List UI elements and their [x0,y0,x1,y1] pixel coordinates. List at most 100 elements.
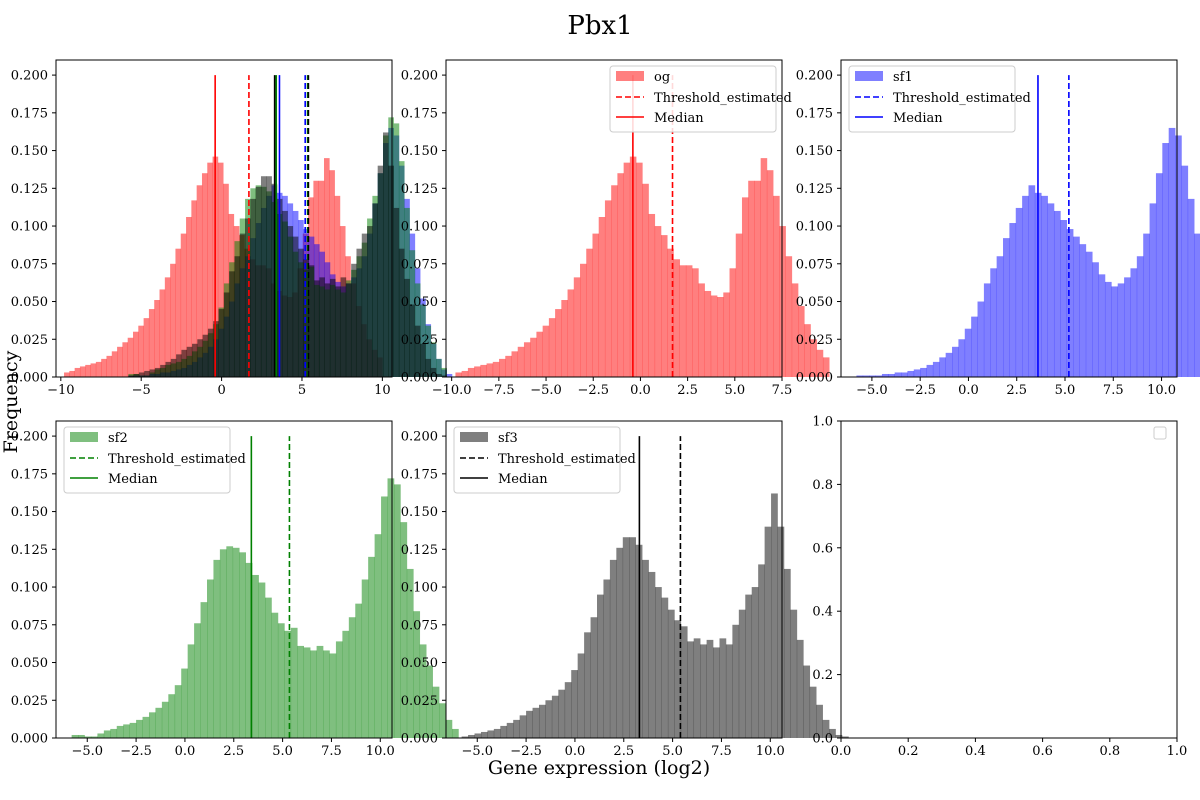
legend: sf2 Threshold_estimated Median [63,426,246,494]
y-tick-label: 0.050 [401,656,438,671]
y-tick-label: 1.0 [812,415,833,430]
bar-sf2 [168,694,176,738]
panel-top-left: −10 −5 0 5 10 0.000 0.025 0.050 0.075 0.100 0.125 0… [11,59,453,398]
bar-sf3 [732,624,740,738]
x-tick-label: 10.0 [1147,383,1176,398]
bar-og [64,372,70,377]
bar-sf3 [526,710,533,738]
x-tick-label: 5 [298,383,306,398]
bar-sf3 [282,210,288,377]
bar-og [741,197,749,377]
bar-sf1 [1066,229,1074,377]
bar-sf1 [1130,268,1138,377]
bar-sf1 [446,373,453,377]
bar-og [766,170,774,377]
bar-sf3 [597,594,604,738]
bar-sf2 [400,522,408,738]
bar-sf3 [138,372,145,377]
bar-og [122,342,129,377]
y-tick-label: 0.200 [11,430,48,445]
bar-sf3 [345,283,352,377]
bar-sf1 [1047,203,1055,377]
x-tick-label: 0.0 [565,744,586,759]
bar-og [542,325,550,377]
bar-sf1 [964,328,972,377]
y-tick-label: 0.200 [11,69,48,84]
y-tick-label: 0.200 [796,69,833,84]
legend-box [1153,426,1167,440]
x-axis-label: Gene expression (log2) [488,757,710,779]
bar-sf2 [200,602,208,738]
legend: sf1 Threshold_estimated Median [848,65,1031,133]
bar-sf3 [420,343,426,377]
bar-sf2 [310,650,317,738]
legend-threshold-label: Threshold_estimated [498,452,636,467]
bar-sf1 [881,373,889,377]
bar-og [143,318,150,377]
bar-sf3 [835,734,843,738]
x-tick-label: −10 [47,383,74,398]
bar-og [111,351,118,377]
bar-og [69,370,75,377]
bar-og [704,290,712,377]
bar-sf3 [777,526,785,738]
bar-og [523,342,531,377]
bar-sf1 [996,256,1004,377]
bar-og [648,213,656,377]
bar-sf3 [176,354,182,377]
bar-og [148,309,155,377]
bar-og [617,173,624,377]
bar-og [505,355,512,377]
bar-sf3 [351,263,357,377]
bar-sf3 [393,207,400,377]
bar-sf3 [361,233,368,377]
bar-og [785,256,793,377]
bar-sf2 [303,647,311,738]
bar-og [74,367,81,377]
x-tick-label: −5 [132,383,151,398]
y-tick-label: 0.025 [11,333,48,348]
bar-sf2 [84,736,92,738]
x-tick-label: 10 [374,383,391,398]
bar-sf3 [207,328,214,377]
panel-bottom-left: −5.0 −2.5 0.0 2.5 5.0 7.5 10.0 0.000 0.025 0.050 0… [11,420,459,759]
x-tick-label: 2.5 [613,744,634,759]
bar-sf2 [129,722,137,738]
bar-sf3 [513,719,520,738]
bar-og [90,363,97,377]
y-tick-label: 0.125 [796,182,833,197]
bar-sf3 [409,304,416,377]
bar-sf1 [945,352,953,377]
legend-box [848,65,1016,133]
bar-og [536,331,543,377]
bar-sf3 [480,731,488,738]
bar-sf3 [314,280,320,377]
bar-sf1 [920,367,927,377]
bar-sf3 [719,638,727,738]
bar-og [673,259,680,377]
bar-sf2 [252,574,259,738]
bar-sf2 [348,617,356,738]
bar-sf3 [377,165,384,377]
y-tick-label: 0.175 [401,467,438,482]
x-tick-label: 2.5 [223,744,244,759]
bar-sf2 [316,645,324,738]
bar-sf3 [758,564,765,738]
y-tick-label: 0.025 [401,694,438,709]
bar-sf3 [192,343,198,377]
bar-og [816,349,824,377]
bar-sf1 [926,364,934,377]
y-tick-label: 0.6 [812,541,833,556]
bar-sf3 [292,236,299,377]
legend-hist-swatch [616,71,644,81]
axes-frame [55,59,393,378]
bar-sf2 [226,546,234,738]
bar-sf1 [1149,203,1157,377]
bar-sf2 [297,645,305,738]
bar-sf1 [1053,210,1061,377]
bar-sf2 [78,734,85,738]
bar-og [654,226,662,377]
bar-sf3 [809,686,817,738]
bar-sf3 [308,265,315,377]
bar-sf3 [764,526,772,738]
